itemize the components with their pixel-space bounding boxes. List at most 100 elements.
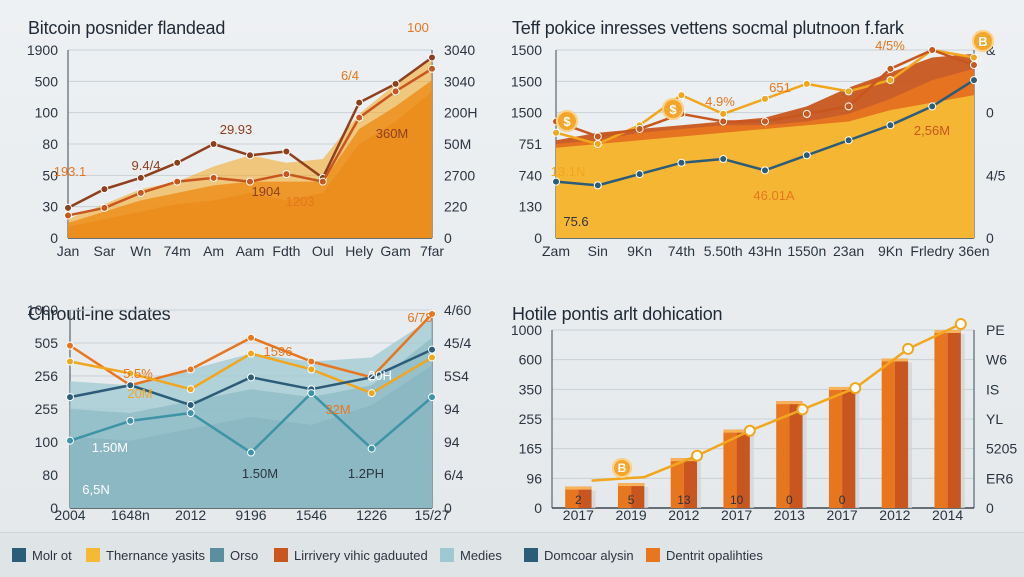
data-point bbox=[428, 345, 436, 354]
data-point bbox=[367, 373, 376, 382]
legend-label: Medies bbox=[460, 547, 502, 563]
data-point bbox=[719, 109, 728, 118]
bar bbox=[670, 458, 684, 508]
x-tick-label: 7far bbox=[420, 243, 444, 259]
y-tick-label-right: ER6 bbox=[986, 470, 1013, 486]
y-tick-label-left: 96 bbox=[526, 470, 542, 486]
data-point bbox=[928, 102, 937, 111]
data-point bbox=[66, 357, 74, 366]
bar-shade bbox=[947, 330, 961, 508]
annotation-label: 32M bbox=[325, 402, 350, 417]
x-tick-label: 2004 bbox=[54, 507, 85, 523]
chart-panel-2: Teff pokice inresses vettens socmal plut… bbox=[512, 0, 1024, 266]
y-tick-label-right: IS bbox=[986, 381, 999, 397]
x-tick-label: Jan bbox=[57, 243, 80, 259]
data-point bbox=[126, 369, 135, 378]
data-point bbox=[246, 151, 254, 160]
y-tick-label-right: 220 bbox=[444, 199, 468, 215]
bar-top bbox=[565, 486, 592, 490]
data-point bbox=[282, 147, 291, 156]
data-point bbox=[970, 76, 978, 85]
data-point bbox=[928, 46, 937, 54]
y-tick-label-right: 0 bbox=[986, 105, 994, 121]
data-point bbox=[761, 94, 769, 103]
y-tick-label-right: 45/4 bbox=[444, 335, 471, 351]
y-tick-label-left: 50 bbox=[42, 167, 58, 183]
x-tick-label: Frledry bbox=[910, 243, 954, 259]
data-point bbox=[677, 91, 686, 100]
x-tick-label: 2014 bbox=[932, 507, 963, 523]
x-tick-label: 23an bbox=[833, 243, 864, 259]
bar-top bbox=[776, 401, 803, 405]
bar-shade bbox=[578, 486, 592, 508]
chart-panel-3: Chroutl-ine sdates 1000 505 256 255 100 80 0 4/… bbox=[0, 266, 512, 532]
y-tick-label-left: 1000 bbox=[512, 322, 542, 338]
annotation-label: 6/4 bbox=[341, 68, 359, 83]
x-tick-label: Sin bbox=[588, 243, 608, 259]
data-point bbox=[802, 151, 811, 160]
y-tick-label-right: 0 bbox=[986, 230, 994, 246]
legend-item-7: Dentrit opalihties bbox=[646, 545, 763, 565]
x-tick-label: Sar bbox=[94, 243, 116, 259]
y-tick-label-right: 6/4 bbox=[444, 467, 464, 483]
chart-panel-1: Bitcoin posnider flandead 1900 500 100 80 50… bbox=[0, 0, 512, 266]
legend-label: Molr ot bbox=[32, 547, 72, 563]
data-point bbox=[126, 381, 135, 390]
x-tick-label: 2013 bbox=[774, 507, 805, 523]
data-point bbox=[635, 124, 644, 133]
annotation-label: 651 bbox=[769, 80, 791, 95]
data-point bbox=[428, 393, 436, 402]
data-point bbox=[247, 333, 255, 342]
y-tick-label-right: 0 bbox=[986, 500, 994, 516]
data-point bbox=[761, 166, 769, 175]
x-tick-label: 74th bbox=[668, 243, 695, 259]
x-tick-label: Hely bbox=[345, 243, 373, 259]
trend-point bbox=[796, 403, 809, 416]
y-tick-label-left: 80 bbox=[42, 136, 58, 152]
bar-shade bbox=[631, 483, 645, 508]
y-tick-label-left: 505 bbox=[35, 335, 59, 351]
annotation-label: 2,56M bbox=[914, 123, 950, 138]
area-1 bbox=[70, 317, 432, 508]
y-tick-label-left: 600 bbox=[519, 352, 543, 368]
y-tick-label-left: 1500 bbox=[512, 73, 542, 89]
y-tick-label-right: PE bbox=[986, 322, 1005, 338]
data-point bbox=[282, 170, 291, 179]
data-point bbox=[307, 365, 316, 374]
trend-line bbox=[591, 322, 962, 482]
data-point bbox=[970, 61, 978, 70]
bar-value-label: 0 bbox=[786, 493, 793, 507]
data-point bbox=[593, 181, 602, 190]
dollar-coin-icon-2: $ bbox=[662, 98, 684, 120]
x-tick-label: 15/27 bbox=[414, 507, 449, 523]
bar-top bbox=[670, 458, 698, 462]
annotation-label: 6,5N bbox=[82, 482, 109, 497]
data-point bbox=[307, 389, 316, 398]
x-tick-label: 1550n bbox=[787, 243, 826, 259]
x-tick-label: Gam bbox=[380, 243, 410, 259]
annotation-label: 20M bbox=[127, 386, 152, 401]
bitcoin-coin-icon-2: B bbox=[612, 458, 632, 478]
x-tick-label: 2017 bbox=[827, 507, 858, 523]
y-tick-label-left: 80 bbox=[42, 467, 58, 483]
annotation-label: 4.9% bbox=[705, 94, 735, 109]
y-tick-label-right: 0 bbox=[444, 230, 452, 246]
data-point bbox=[844, 102, 853, 111]
x-tick-label: Am bbox=[203, 243, 224, 259]
y-tick-label-left: 350 bbox=[519, 381, 543, 397]
legend-label: Lirrivery vihic gaduuted bbox=[294, 547, 428, 563]
data-point bbox=[318, 177, 327, 186]
data-point bbox=[209, 173, 218, 182]
data-point bbox=[186, 401, 195, 410]
annotation-label: 5.5% bbox=[123, 366, 153, 381]
data-point bbox=[209, 140, 218, 148]
data-point bbox=[66, 436, 74, 445]
trend-point bbox=[743, 424, 756, 437]
bar-top bbox=[617, 483, 645, 487]
y-tick-label-left: 0 bbox=[534, 500, 542, 516]
x-tick-label: 1546 bbox=[296, 507, 327, 523]
legend-item-3: Orso bbox=[210, 545, 258, 565]
bar-top bbox=[723, 429, 750, 433]
y-tick-label-right: 50M bbox=[444, 136, 471, 152]
